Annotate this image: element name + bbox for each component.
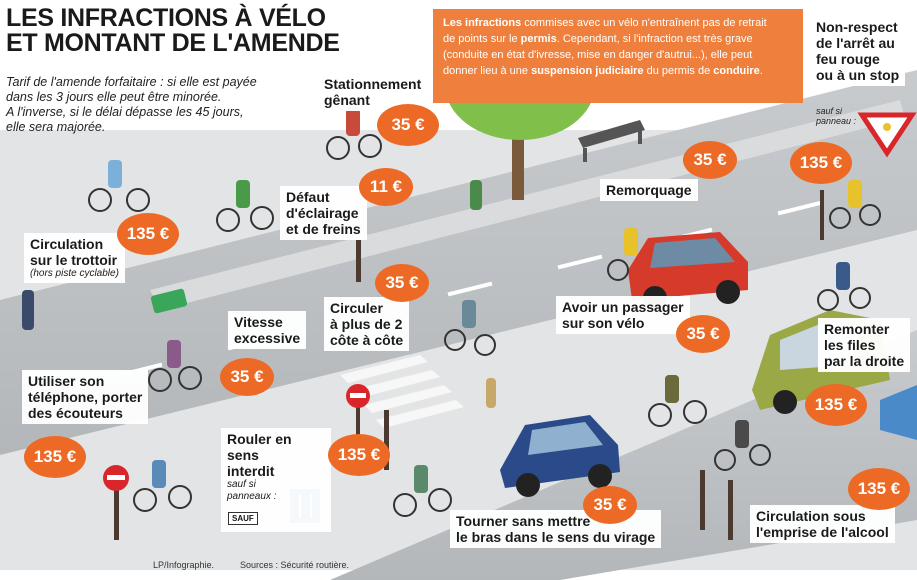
label-trottoir-l2: sur le trottoir: [30, 252, 118, 268]
label-remonter-l1: Remonter: [824, 321, 890, 337]
label-stationnement-l2: gênant: [324, 92, 370, 108]
bench: [578, 120, 645, 162]
title-line-1: LES INFRACTIONS À VÉLO: [6, 4, 326, 32]
label-passager-l1: Avoir un passager: [562, 299, 684, 315]
label-passager-l2: sur son vélo: [562, 315, 645, 331]
riders: [22, 108, 862, 493]
fine-badge-nonrespect: 135 €: [790, 142, 852, 184]
no-entry-sign-1: [346, 384, 370, 408]
intro-text: Tarif de l'amende forfaitaire : si elle …: [6, 75, 296, 135]
info-text-4e: .: [759, 65, 763, 77]
info-line-1: Les infractions commises avec un vélo n'…: [443, 15, 793, 31]
blue-car-right: [880, 385, 917, 440]
label-remonter-l3: par la droite: [824, 353, 905, 369]
info-line-3: (conduite en état d'ivresse, mise en dan…: [443, 49, 753, 61]
label-remonter-l2: les files: [824, 337, 876, 353]
footer-credit: LP/Infographie.: [153, 560, 215, 570]
info-line-2: de points sur le permis. Cependant, si l…: [443, 31, 793, 47]
footer-sources: Sources : Sécurité routière.: [240, 560, 350, 570]
label-stationnement-l1: Stationnement: [324, 76, 422, 92]
info-text-4a: donner lieu à une: [443, 65, 532, 77]
blue-car: [500, 415, 620, 497]
crosswalk: [340, 355, 464, 428]
label-vitesse-l2: excessive: [234, 330, 301, 346]
info-text-4c: du permis de: [643, 65, 714, 77]
info-bold-permis: permis: [520, 33, 557, 45]
intro-line-4: elle sera majorée.: [6, 120, 106, 134]
info-text-2c: . Cependant, si l'infraction est très gr…: [556, 33, 753, 45]
label-trottoir: Circulation sur le trottoir (hors piste …: [24, 233, 125, 283]
label-vitesse: Vitesse excessive: [228, 311, 307, 349]
label-tourner-l2: le bras dans le sens du virage: [456, 529, 656, 545]
label-nonrespect: Non-respect de l'arrêt au feu rouge ou à…: [810, 16, 906, 86]
info-text-2a: de points sur le: [443, 33, 521, 45]
label-tourner: Tourner sans mettre le bras dans le sens…: [450, 510, 662, 548]
intro-line-1: Tarif de l'amende forfaitaire : si elle …: [6, 75, 257, 89]
fine-badge-telephone: 135 €: [24, 436, 86, 478]
info-line-4: donner lieu à une suspension judiciaire …: [443, 63, 793, 79]
intro-line-3: A l'inverse, si le délai dépasse les 45 …: [6, 105, 244, 119]
label-vitesse-l1: Vitesse: [234, 314, 283, 330]
label-passager: Avoir un passager sur son vélo: [556, 296, 690, 334]
label-nonrespect-l3: feu rouge: [816, 51, 880, 67]
fine-badge-alcool: 135 €: [848, 468, 910, 510]
label-interdit-l1: Rouler en sens: [227, 431, 292, 463]
label-remonter: Remonter les files par la droite: [818, 318, 911, 372]
label-tourner-l1: Tourner sans mettre: [456, 513, 591, 529]
label-telephone-l1: Utiliser son: [28, 373, 105, 389]
label-interdit-l2: interdit: [227, 463, 275, 479]
bike-marking: [150, 288, 188, 314]
info-text-1: commises avec un vélo n'entraînent pas d…: [521, 17, 767, 29]
note-nonrespect-l1: sauf si: [816, 106, 843, 116]
label-circuler-l3: côte à côte: [330, 332, 404, 348]
fine-badge-vitesse: 35 €: [220, 358, 274, 396]
sauf-sign-tag: SAUF: [228, 512, 258, 525]
label-nonrespect-l1: Non-respect: [816, 19, 898, 35]
label-defaut-l1: Défaut: [286, 189, 330, 205]
label-circuler: Circuler à plus de 2 côte à côte: [324, 297, 410, 351]
fine-badge-circuler: 35 €: [375, 264, 429, 302]
fine-badge-passager: 35 €: [676, 315, 730, 353]
info-box: Les infractions commises avec un vélo n'…: [433, 9, 803, 103]
title-line-2: ET MONTANT DE L'AMENDE: [6, 29, 340, 57]
label-telephone-l2: téléphone, porter: [28, 389, 143, 405]
intro-line-2: dans les 3 jours elle peut être minorée.: [6, 90, 222, 104]
fine-badge-stationnement: 35 €: [377, 104, 439, 146]
label-trottoir-sub: (hors piste cyclable): [30, 268, 119, 279]
label-alcool-l1: Circulation sous: [756, 508, 866, 524]
fine-badge-remonter: 135 €: [805, 384, 867, 426]
note-nonrespect-l2: panneau :: [816, 116, 857, 126]
label-circuler-l1: Circuler: [330, 300, 383, 316]
info-bold-suspension: suspension judiciaire: [531, 65, 644, 77]
label-interdit-sub-l1: sauf si: [227, 479, 256, 490]
fine-badge-remorquage: 35 €: [683, 141, 737, 179]
fine-badge-interdit: 135 €: [328, 434, 390, 476]
info-bold-infractions: Les infractions: [443, 17, 522, 29]
label-telephone: Utiliser son téléphone, porter des écout…: [22, 370, 149, 424]
no-entry-sign-2: [103, 465, 129, 491]
label-trottoir-l1: Circulation: [30, 236, 104, 252]
label-defaut-l2: d'éclairage: [286, 205, 359, 221]
label-defaut: Défaut d'éclairage et de freins: [280, 186, 367, 240]
label-circuler-l2: à plus de 2: [330, 316, 403, 332]
info-bold-conduire: conduire: [713, 65, 760, 77]
label-alcool-l2: l'emprise de l'alcool: [756, 524, 889, 540]
traffic-pole: [114, 190, 824, 540]
label-nonrespect-l2: de l'arrêt au: [816, 35, 895, 51]
warning-triangle-sign: [857, 112, 917, 158]
label-interdit-sub-l2: panneaux :: [227, 491, 277, 502]
fine-badge-defaut: 11 €: [359, 168, 413, 206]
label-nonrespect-l4: ou à un stop: [816, 67, 900, 83]
label-alcool: Circulation sous l'emprise de l'alcool: [750, 505, 895, 543]
label-defaut-l3: et de freins: [286, 221, 361, 237]
fine-badge-trottoir: 135 €: [117, 213, 179, 255]
label-telephone-l3: des écouteurs: [28, 405, 123, 421]
fine-badge-tourner: 35 €: [583, 486, 637, 524]
note-nonrespect: sauf si panneau :: [816, 106, 856, 126]
page-title: LES INFRACTIONS À VÉLO ET MONTANT DE L'A…: [6, 6, 340, 56]
cyclists: [88, 134, 881, 517]
label-remorquage: Remorquage: [600, 179, 698, 201]
